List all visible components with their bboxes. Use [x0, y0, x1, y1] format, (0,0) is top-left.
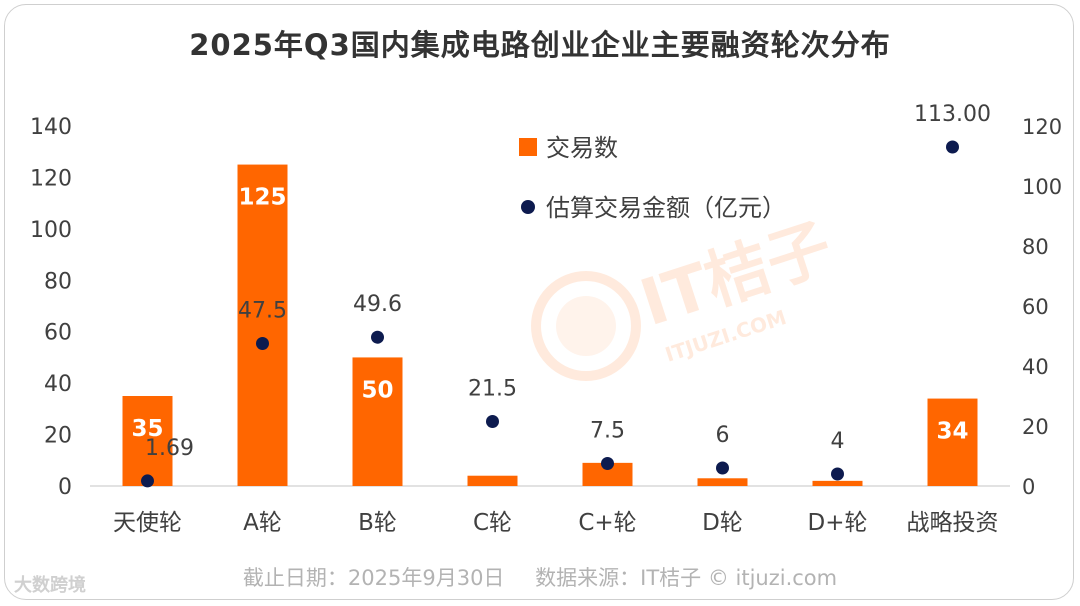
chart-card: [4, 4, 1074, 600]
y-right-tick-label: 120: [1022, 115, 1062, 139]
brand-watermark: 大数跨境: [14, 575, 86, 596]
y-right-tick-label: 40: [1022, 355, 1049, 379]
y-left-tick-label: 140: [30, 115, 72, 140]
x-tick-label: A轮: [243, 510, 282, 536]
x-tick-label: C+轮: [578, 510, 636, 536]
legend-dot-swatch: [521, 200, 535, 214]
y-left-tick-label: 40: [44, 372, 72, 397]
y-right-tick-label: 100: [1022, 175, 1062, 199]
point-data-label: 1.69: [145, 436, 194, 461]
y-left-tick-label: 120: [30, 166, 72, 191]
footer-source: 数据来源：IT桔子 © itjuzi.com: [535, 566, 838, 590]
y-right-tick-label: 0: [1022, 475, 1035, 499]
x-tick-label: C轮: [473, 510, 512, 536]
x-tick-label: D轮: [702, 510, 743, 536]
point-data-label: 4: [831, 429, 845, 454]
footer: 截止日期：2025年9月30日 数据来源：IT桔子 © itjuzi.com: [0, 562, 1080, 592]
bar-data-label: 34: [936, 419, 968, 445]
y-left-tick-label: 20: [44, 424, 72, 449]
x-tick-label: 战略投资: [907, 510, 999, 536]
point-data-label: 21.5: [468, 377, 517, 402]
y-right-tick-label: 60: [1022, 295, 1049, 319]
bar: [582, 462, 633, 486]
bar: [237, 164, 288, 487]
bar-data-label: 50: [361, 377, 393, 403]
scatter-point: [601, 457, 614, 470]
point-data-label: 7.5: [590, 419, 625, 444]
point-data-label: 47.5: [238, 299, 287, 324]
scatter-point: [371, 330, 384, 344]
scatter-point: [716, 461, 729, 475]
chart-title: 2025年Q3国内集成电路创业企业主要融资轮次分布: [189, 28, 891, 62]
y-right-tick-label: 80: [1022, 235, 1049, 259]
y-left-tick-label: 0: [58, 475, 72, 500]
y-left-tick-label: 100: [30, 218, 72, 243]
scatter-point: [946, 140, 959, 154]
point-data-label: 49.6: [353, 292, 402, 317]
point-data-label: 113.00: [914, 102, 991, 127]
scatter-point: [256, 337, 269, 350]
x-tick-label: D+轮: [808, 510, 868, 536]
bar: [122, 396, 173, 486]
y-right-tick-label: 20: [1022, 415, 1049, 439]
x-tick-label: 天使轮: [113, 510, 182, 536]
bar: [697, 478, 748, 486]
y-left-tick-label: 60: [44, 321, 72, 346]
bar: [352, 357, 403, 486]
legend-label: 交易数: [546, 134, 618, 162]
y-left-tick-label: 80: [44, 269, 72, 294]
legend-bar-swatch: [519, 138, 537, 156]
x-tick-label: B轮: [358, 510, 397, 536]
scatter-point: [141, 474, 154, 488]
bar: [467, 475, 518, 486]
scatter-point: [831, 467, 844, 481]
bar: [812, 480, 863, 486]
bar: [927, 398, 978, 486]
scatter-point: [486, 415, 499, 428]
footer-date: 截止日期：2025年9月30日: [242, 566, 505, 590]
watermark: IT桔子 ITJUZI.COM: [531, 210, 841, 381]
bar-data-label: 35: [131, 416, 163, 442]
legend-label: 估算交易金额（亿元）: [546, 194, 786, 222]
point-data-label: 6: [716, 423, 730, 448]
bar-data-label: 125: [238, 185, 286, 211]
